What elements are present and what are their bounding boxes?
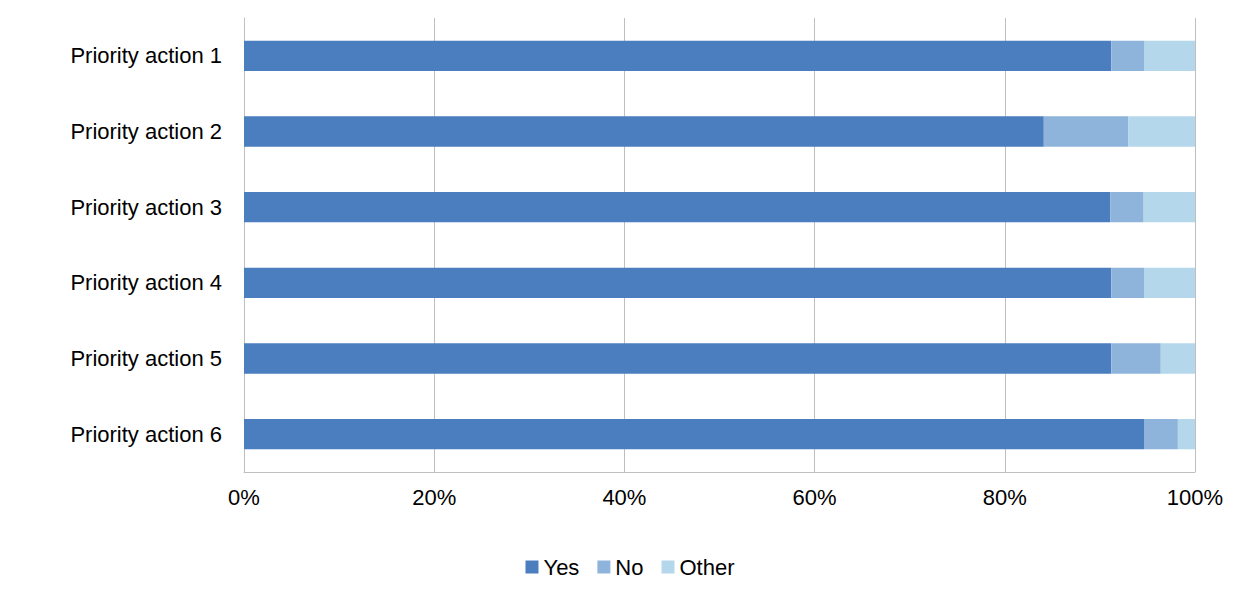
svg-text:80%: 80% xyxy=(983,485,1027,510)
svg-text:Priority action 5: Priority action 5 xyxy=(70,346,222,371)
svg-text:Yes: Yes xyxy=(543,555,579,580)
svg-text:Priority action 2: Priority action 2 xyxy=(70,119,222,144)
svg-text:Priority action 1: Priority action 1 xyxy=(70,43,222,68)
svg-text:Priority action 6: Priority action 6 xyxy=(70,422,222,447)
svg-text:Priority action 3: Priority action 3 xyxy=(70,195,222,220)
svg-text:100%: 100% xyxy=(1167,485,1223,510)
svg-text:20%: 20% xyxy=(412,485,456,510)
svg-text:Priority action 4: Priority action 4 xyxy=(70,270,222,295)
svg-text:No: No xyxy=(615,555,643,580)
svg-text:40%: 40% xyxy=(602,485,646,510)
svg-text:Other: Other xyxy=(679,555,734,580)
svg-text:0%: 0% xyxy=(228,485,260,510)
svg-text:60%: 60% xyxy=(793,485,837,510)
